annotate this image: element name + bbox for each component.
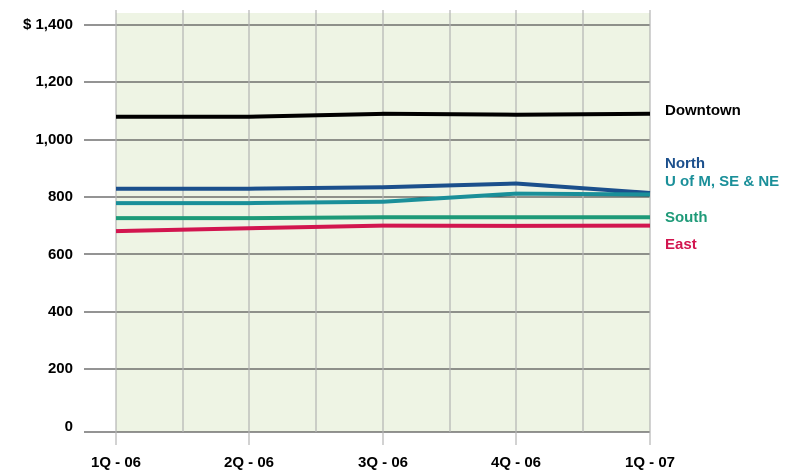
- x-tick-label: 3Q - 06: [358, 454, 408, 471]
- series-label-east: East: [665, 236, 697, 253]
- x-axis: 1Q - 06 2Q - 06 3Q - 06 4Q - 06 1Q - 07: [91, 454, 675, 471]
- series-line-east: [115, 223, 651, 234]
- x-tick-label: 1Q - 06: [91, 454, 141, 471]
- series-line-north: [116, 181, 651, 195]
- series-label-downtown: Downtown: [665, 102, 741, 119]
- y-tick-label: 600: [48, 246, 73, 263]
- y-tick-label: 1,200: [35, 73, 73, 90]
- y-tick-label: 400: [48, 303, 73, 320]
- series-label-south: South: [665, 209, 708, 226]
- y-tick-label: 1,000: [35, 131, 73, 148]
- series-label-u-of-m-se-ne: U of M, SE & NE: [665, 173, 779, 190]
- series-label-north: North: [665, 155, 705, 172]
- series-line-downtown: [116, 111, 651, 119]
- y-tick-label: $ 1,400: [23, 16, 73, 33]
- series-line-south: [116, 215, 650, 221]
- y-tick-label: 200: [48, 360, 73, 377]
- series: [115, 111, 651, 234]
- x-tick-label: 2Q - 06: [224, 454, 274, 471]
- y-tick-label: 800: [48, 188, 73, 205]
- y-axis: 0 200 400 600 800 1,000 1,200 $ 1,400: [23, 16, 73, 435]
- series-line-u-of-m-se-ne: [116, 191, 651, 206]
- y-tick-label: 0: [65, 418, 73, 435]
- x-tick-label: 1Q - 07: [625, 454, 675, 471]
- x-tick-label: 4Q - 06: [491, 454, 541, 471]
